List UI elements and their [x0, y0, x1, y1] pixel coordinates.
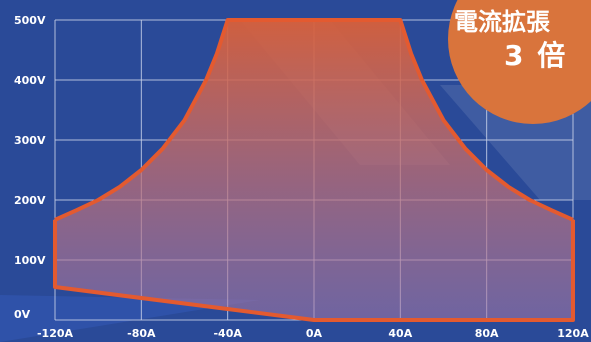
badge-title: 電流拡張	[454, 8, 550, 36]
y-axis-ticks: 0V 100V 200V 300V 400V 500V	[14, 14, 46, 321]
y-tick-label: 500V	[14, 14, 46, 27]
upper-boundary-line	[54, 18, 574, 222]
x-axis-ticks: -120A -80A -40A 0A 40A 80A 120A	[37, 327, 589, 340]
x-tick-label: -80A	[127, 327, 156, 340]
y-tick-label: 400V	[14, 74, 46, 87]
y-tick-label: 300V	[14, 134, 46, 147]
y-tick-label: 0V	[14, 308, 31, 321]
x-tick-label: 80A	[475, 327, 499, 340]
x-tick-label: 0A	[306, 327, 323, 340]
y-tick-label: 100V	[14, 254, 46, 267]
x-tick-label: -120A	[37, 327, 74, 340]
y-tick-label: 200V	[14, 194, 46, 207]
lower-boundary-line	[53, 219, 575, 322]
operating-area-fill	[55, 20, 573, 320]
x-tick-label: -40A	[213, 327, 242, 340]
x-tick-label: 40A	[388, 327, 412, 340]
x-tick-label: 120A	[557, 327, 589, 340]
badge-multiplier: 3 倍	[504, 39, 568, 72]
